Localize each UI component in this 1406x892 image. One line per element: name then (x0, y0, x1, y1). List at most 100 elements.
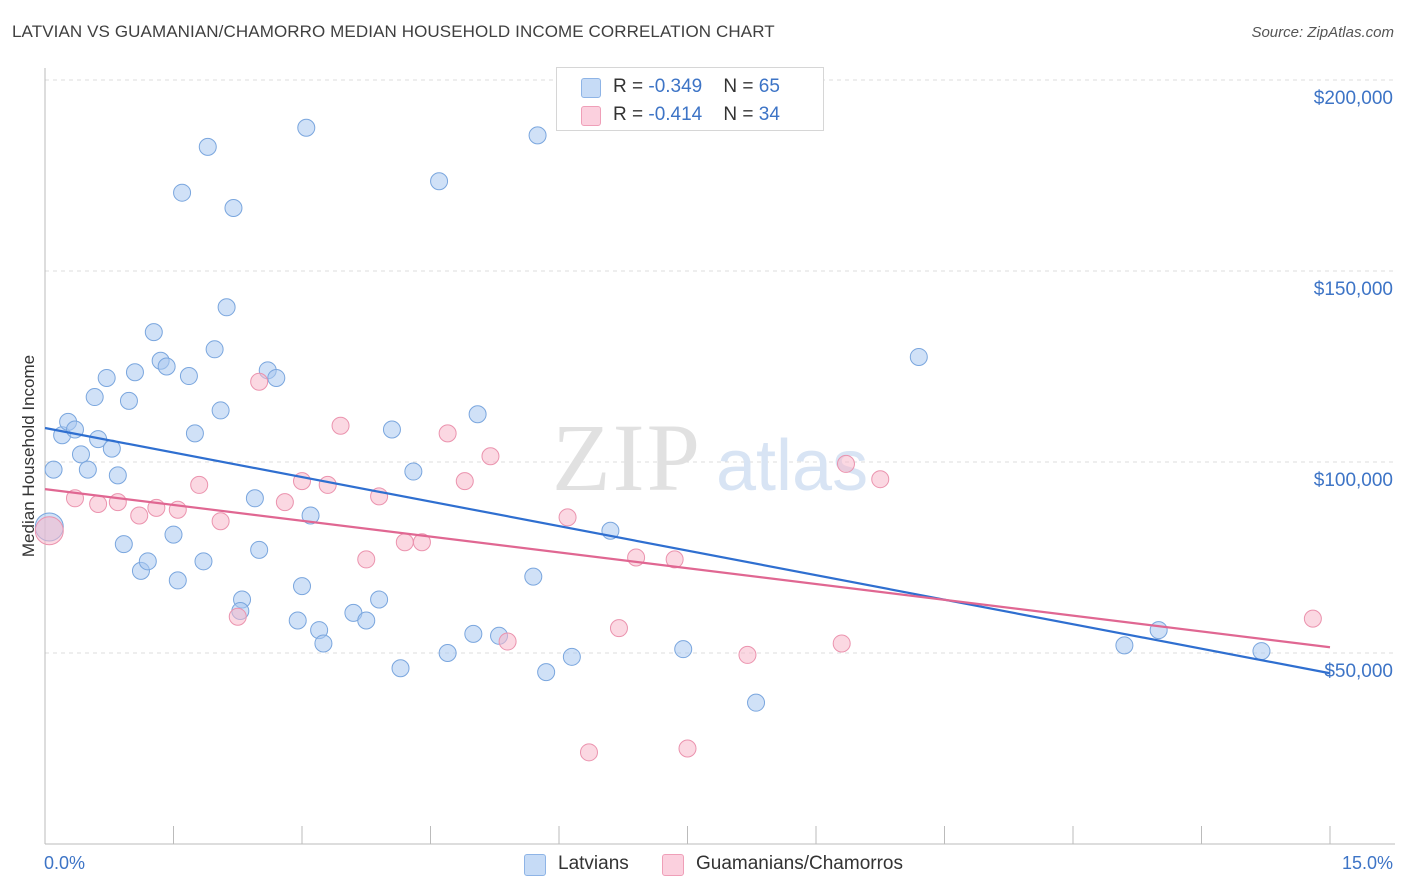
axes (44, 68, 1395, 845)
latvian-point (747, 693, 766, 712)
legend-r-label: R = (613, 104, 649, 125)
y-axis-label: Median Household Income (19, 355, 38, 557)
legend-r-value: -0.414 (648, 104, 703, 125)
latvian-point (468, 405, 487, 424)
guamanian-point (678, 739, 697, 758)
y-tick-label: $150,000 (1314, 279, 1393, 300)
legend-r-label: R = (613, 76, 649, 97)
latvian-point (528, 126, 547, 145)
guamanian-point (579, 743, 598, 762)
latvian-point (205, 340, 224, 359)
latvian-point (194, 552, 213, 571)
legend-n-label: N = (723, 76, 759, 97)
latvian-point (108, 466, 127, 485)
latvian-point (97, 368, 116, 387)
guamanian-point (558, 508, 577, 527)
latvian-point (562, 647, 581, 666)
latvian-point (370, 590, 389, 609)
x-tick-label: 0.0% (44, 853, 85, 873)
guamanian-point (1303, 609, 1322, 628)
legend-n-value: 65 (758, 76, 780, 97)
guamanian-point (871, 470, 890, 489)
guamanian-point (395, 533, 414, 552)
bottom-legend-swatch-guamanians (662, 854, 684, 876)
y-tick-label: $100,000 (1314, 470, 1393, 491)
guamanian-point (498, 632, 517, 651)
latvian-point (1252, 642, 1271, 661)
guamanian-point (832, 634, 851, 653)
watermark-zip: ZIP (552, 404, 702, 511)
latvian-point (224, 198, 243, 217)
x-tick-label: 15.0% (1342, 853, 1393, 873)
latvian-point (138, 552, 157, 571)
guamanian-point (89, 495, 108, 514)
latvian-point (144, 323, 163, 342)
latvian-point (464, 624, 483, 643)
watermark: ZIP atlas (552, 404, 868, 511)
guamanian-point (190, 475, 209, 494)
latvian-point (245, 489, 264, 508)
guamanian-point (250, 372, 269, 391)
latvian-point (288, 611, 307, 630)
guamanian-point (228, 607, 247, 626)
latvian-point (250, 540, 269, 559)
latvian-point (44, 460, 63, 479)
legend-swatch-latvians (581, 78, 601, 98)
guamanian-point (331, 416, 350, 435)
legend-n-value: 34 (758, 104, 780, 125)
guamanian-point (130, 506, 149, 525)
bottom-legend-swatch-latvians (524, 854, 546, 876)
latvian-point (211, 401, 230, 420)
guamanian-point (275, 493, 294, 512)
latvian-point (164, 525, 183, 544)
legend-swatch-guamanians (581, 106, 601, 126)
guamanian-point (211, 512, 230, 531)
y-tick-label: $50,000 (1324, 661, 1393, 682)
guamanian-point (318, 475, 337, 494)
latvian-point (168, 571, 187, 590)
source-label: Source: ZipAtlas.com (1251, 24, 1394, 41)
latvian-point (537, 663, 556, 682)
latvian-point (391, 659, 410, 678)
stats-legend: R = -0.349 N = 65 R = -0.414 N = 34 (556, 67, 824, 131)
y-tick-label: $200,000 (1314, 88, 1393, 109)
chart-title: LATVIAN VS GUAMANIAN/CHAMORRO MEDIAN HOU… (12, 22, 775, 41)
guamanian-point (738, 645, 757, 664)
latvian-point (217, 298, 236, 317)
guamanian-point (108, 493, 127, 512)
guamanian-point (455, 472, 474, 491)
bottom-legend-label-guamanians: Guamanians/Chamorros (696, 853, 903, 874)
y-tick-labels: $50,000 $100,000 $150,000 $200,000 (1314, 88, 1393, 682)
latvian-point (1115, 636, 1134, 655)
latvian-point (357, 611, 376, 630)
latvian-point (114, 535, 133, 554)
guamanian-point (412, 533, 431, 552)
latvian-point (119, 391, 138, 410)
latvian-point (179, 367, 198, 386)
guamanian-point (481, 447, 500, 466)
latvian-point (909, 347, 928, 366)
latvian-point (267, 368, 286, 387)
latvian-point (297, 118, 316, 137)
guamanian-point (438, 424, 457, 443)
bottom-legend-label-latvians: Latvians (558, 853, 629, 874)
legend-n-label: N = (723, 104, 759, 125)
latvian-point (173, 183, 192, 202)
latvian-point (1149, 621, 1168, 640)
latvian-point (301, 506, 320, 525)
guamanian-point (609, 619, 628, 638)
data-points (34, 118, 1322, 762)
guamanian-point (34, 516, 64, 546)
latvian-point (198, 137, 217, 156)
x-tick-labels: 0.0% 15.0% (44, 853, 1393, 873)
latvian-point (157, 357, 176, 376)
latvian-point (125, 363, 144, 382)
legend-r-value: -0.349 (648, 76, 703, 97)
latvian-point (85, 388, 104, 407)
latvian-point (293, 577, 311, 596)
grid-lines (45, 79, 1395, 654)
trend-lines (44, 426, 1331, 675)
latvian-point (404, 462, 423, 481)
latvian-point (314, 634, 333, 653)
